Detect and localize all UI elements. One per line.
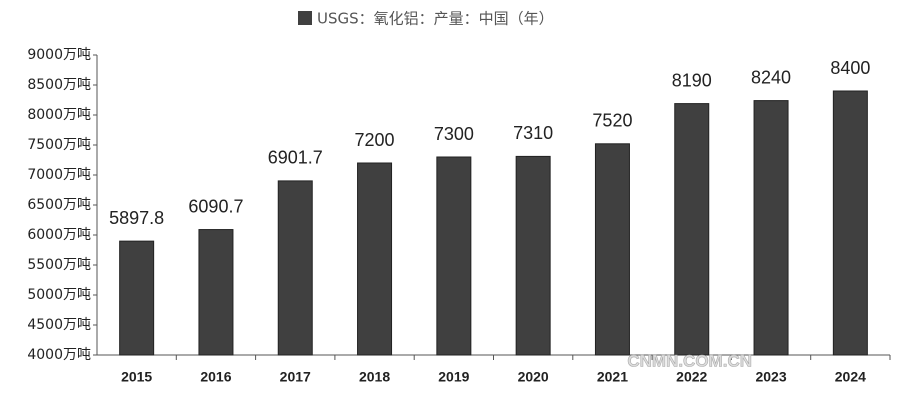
bar (119, 240, 155, 356)
legend-swatch (298, 11, 312, 25)
legend-label: USGS：氧化铝：产量：中国（年） (317, 10, 554, 28)
bar (357, 162, 393, 356)
value-label: 7520 (592, 111, 632, 131)
bar (277, 180, 313, 356)
y-tick-label: 8000万吨 (27, 107, 91, 123)
x-tick-label: 2021 (597, 369, 628, 385)
x-tick-label: 2024 (835, 369, 866, 385)
y-tick-label: 4000万吨 (27, 347, 91, 363)
x-tick-label: 2015 (121, 369, 152, 385)
value-label: 7310 (513, 123, 553, 143)
bar (436, 156, 472, 356)
x-tick-label: 2019 (438, 369, 469, 385)
x-tick-label: 2017 (280, 369, 311, 385)
y-tick-label: 6000万吨 (27, 227, 91, 243)
value-label: 7300 (434, 124, 474, 144)
value-label: 6090.7 (188, 196, 243, 216)
bar (594, 143, 630, 356)
bar (198, 229, 234, 356)
value-label: 8240 (751, 67, 791, 87)
bar (674, 103, 710, 356)
x-tick-label: 2022 (676, 369, 707, 385)
value-label: 8400 (830, 58, 870, 78)
y-tick-label: 5500万吨 (27, 257, 91, 273)
bar (515, 155, 551, 356)
x-tick-label: 2020 (518, 369, 549, 385)
y-tick-label: 7000万吨 (27, 167, 91, 183)
bar (832, 90, 868, 356)
y-tick-label: 6500万吨 (27, 197, 91, 213)
x-tick-label: 2018 (359, 369, 390, 385)
value-label: 5897.8 (109, 208, 164, 228)
y-tick-label: 8500万吨 (27, 77, 91, 93)
x-tick-label: 2023 (755, 369, 786, 385)
watermark: CNMN.COM.CN (627, 351, 752, 370)
value-label: 6901.7 (268, 148, 323, 168)
y-tick-label: 9000万吨 (27, 47, 91, 63)
y-tick-label: 5000万吨 (27, 287, 91, 303)
bar (753, 100, 789, 356)
value-label: 8190 (672, 70, 712, 90)
y-tick-label: 4500万吨 (27, 317, 91, 333)
x-tick-label: 2016 (200, 369, 231, 385)
value-label: 7200 (355, 130, 395, 150)
y-tick-label: 7500万吨 (27, 137, 91, 153)
